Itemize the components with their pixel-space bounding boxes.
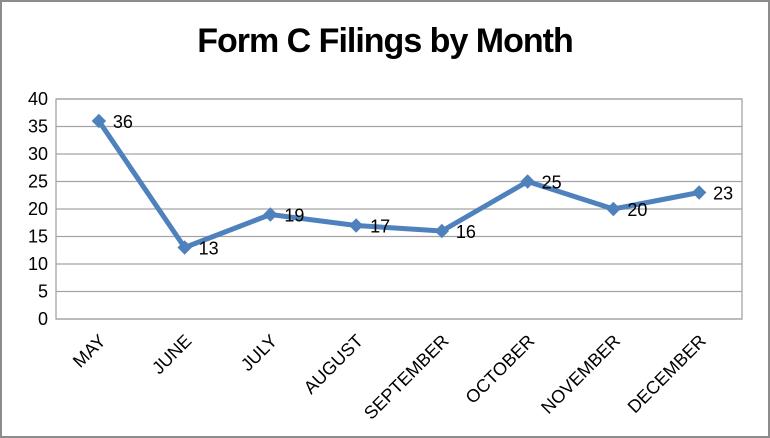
data-point-marker xyxy=(691,185,707,200)
chart-title: Form C Filings by Month xyxy=(197,22,574,60)
data-point-marker xyxy=(263,207,278,222)
x-tick-label: JUNE xyxy=(148,331,195,378)
y-tick-label: 20 xyxy=(28,199,48,219)
data-point-label: 25 xyxy=(542,173,562,193)
y-tick-label: 40 xyxy=(28,89,48,109)
data-point-label: 20 xyxy=(627,200,647,220)
data-point-marker xyxy=(177,240,192,255)
y-tick-label: 25 xyxy=(28,172,48,192)
y-tick-label: 30 xyxy=(28,144,48,164)
y-tick-label: 0 xyxy=(38,309,48,329)
x-tick-label: MAY xyxy=(69,331,110,372)
x-tick-label: JULY xyxy=(237,331,281,375)
data-point-label: 13 xyxy=(199,239,219,259)
x-tick-label: NOVEMBER xyxy=(537,331,624,418)
data-point-marker xyxy=(91,113,107,129)
data-point-label: 16 xyxy=(456,222,476,242)
x-tick-label: AUGUST xyxy=(300,331,367,398)
y-tick-label: 15 xyxy=(28,227,48,247)
data-point-marker xyxy=(348,218,364,233)
data-point-label: 23 xyxy=(713,184,733,204)
data-point-label: 19 xyxy=(284,206,304,226)
data-point-marker xyxy=(606,201,621,217)
data-line xyxy=(96,118,702,250)
x-tick-label: OCTOBER xyxy=(462,331,539,408)
data-point-marker xyxy=(520,174,535,189)
x-tick-label: SEPTEMBER xyxy=(360,331,453,424)
plot-border xyxy=(55,98,743,320)
data-point-label: 36 xyxy=(113,112,133,132)
y-tick-label: 10 xyxy=(28,254,48,274)
y-tick-label: 5 xyxy=(38,282,48,302)
x-tick-label: DECEMBER xyxy=(624,331,710,417)
data-point-label: 17 xyxy=(370,217,390,237)
y-tick-label: 35 xyxy=(28,117,48,137)
data-point-marker xyxy=(434,223,450,239)
